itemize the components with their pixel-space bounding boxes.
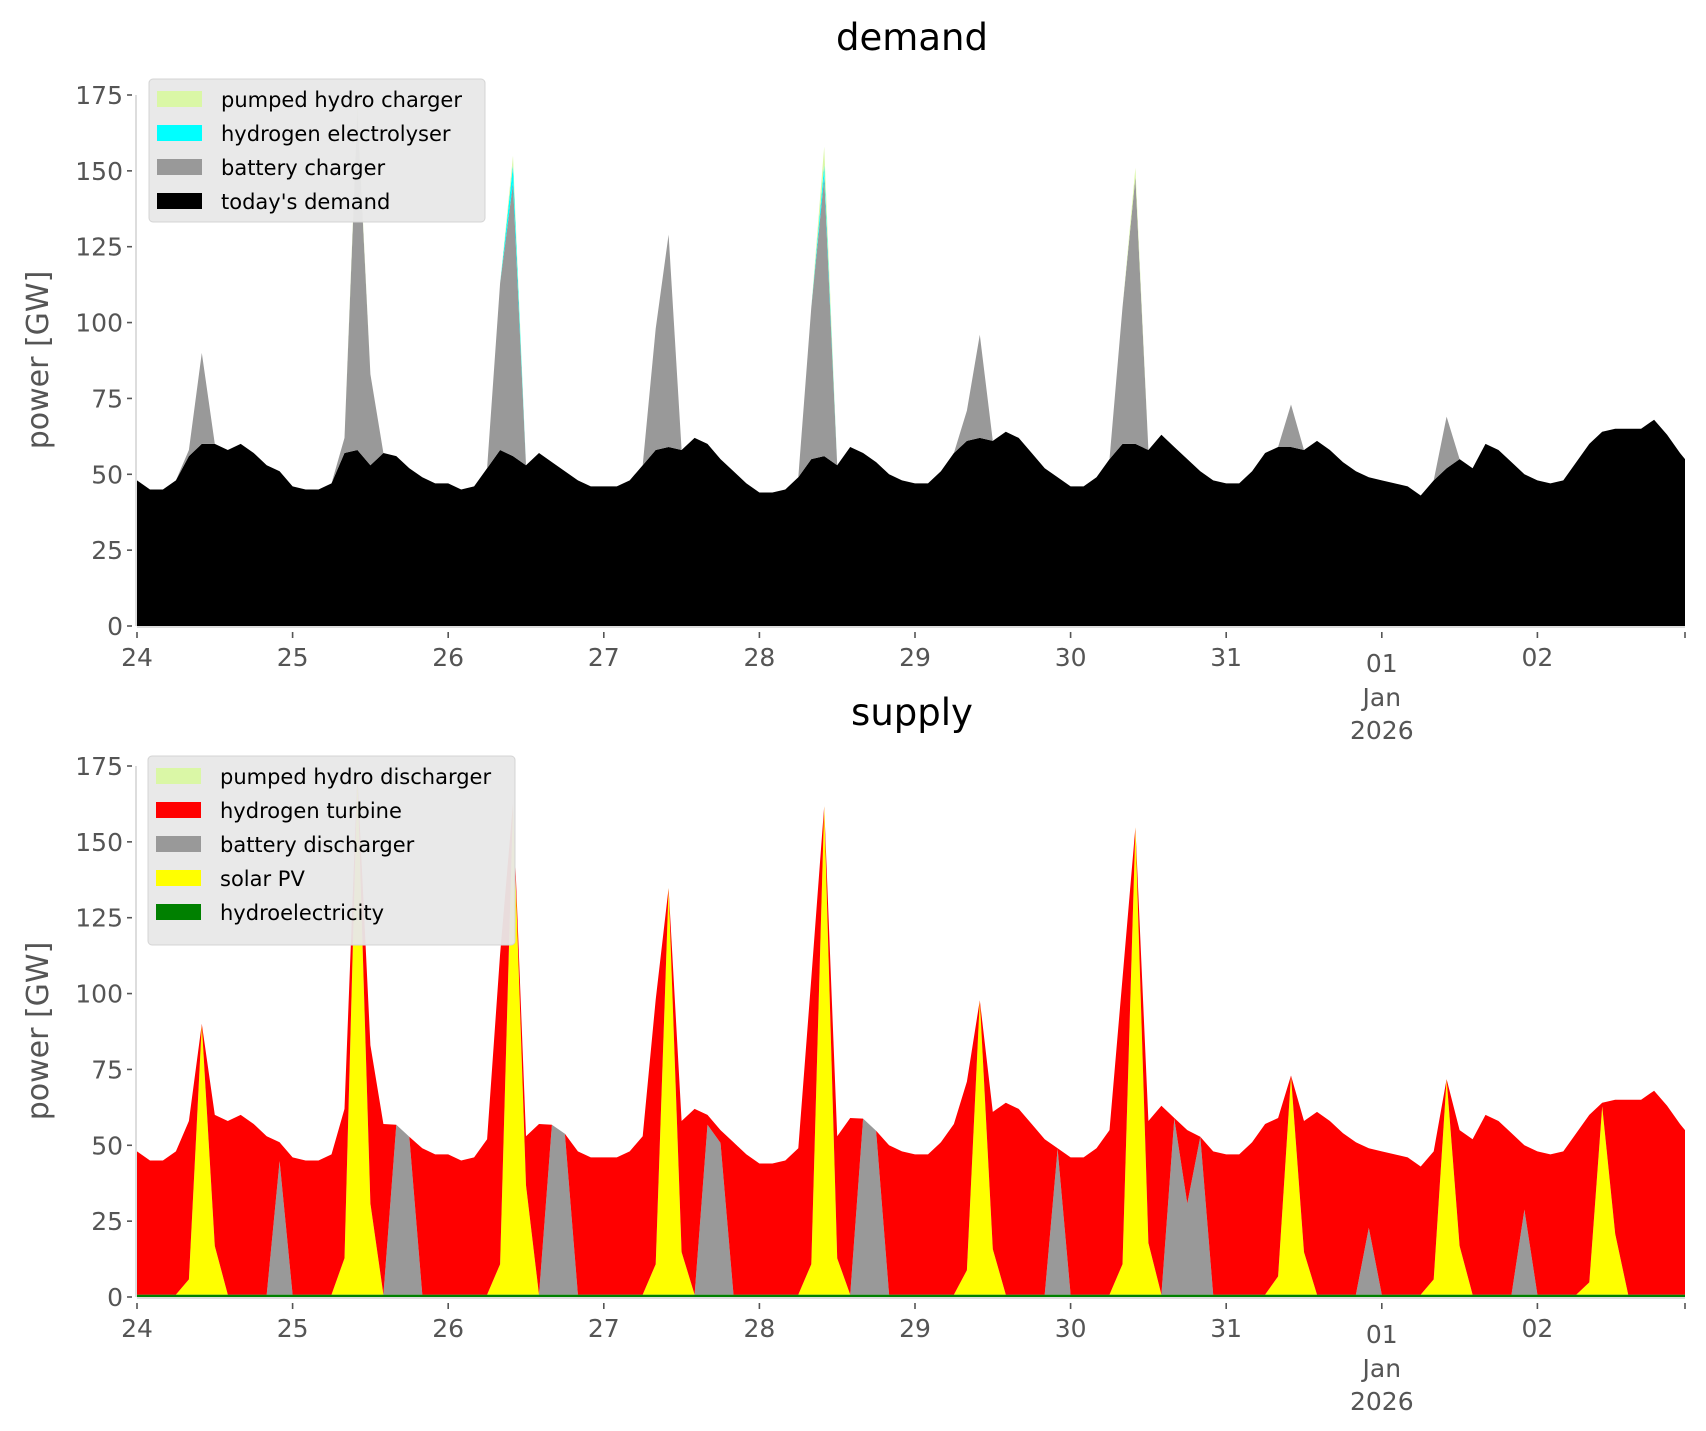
y-tick-label: 175	[75, 81, 123, 110]
legend-box	[148, 78, 486, 223]
y-tick-label: 25	[91, 1207, 123, 1236]
x-tick-label: 25	[277, 1314, 309, 1343]
legend-label-pumped-hydro-charger: pumped hydro charger	[221, 88, 462, 112]
demand-areas	[137, 104, 1685, 626]
x-tick-label: 26	[432, 1314, 464, 1343]
legend-swatch-battery-discharger	[156, 836, 201, 852]
y-tick-label: 150	[75, 828, 123, 857]
y-tick-label: 0	[107, 612, 123, 641]
x-tick-label: 30	[1055, 643, 1087, 672]
y-tick-label: 75	[91, 384, 123, 413]
x-tick-label: 31	[1210, 1314, 1242, 1343]
supply-axes: 0 25 50 75 100 125 150 175 24 25 26 27 28 29 30 31 01 Jan…	[75, 752, 1686, 1416]
legend-swatch-hydrogen-turbine	[156, 802, 201, 818]
legend-label-today-s-demand: today's demand	[221, 190, 390, 214]
x-tick-sublabel: Jan	[1361, 1354, 1402, 1383]
y-tick-label: 125	[75, 233, 123, 262]
x-tick-label: 31	[1210, 643, 1242, 672]
legend-label-hydrogen-turbine: hydrogen turbine	[220, 799, 402, 823]
x-tick-label: 24	[121, 643, 153, 672]
supply-y-axis-label: power [GW]	[21, 942, 56, 1121]
legend-swatch-pumped-hydro-charger	[157, 91, 202, 107]
x-tick-label: 01	[1366, 1320, 1398, 1349]
x-tick-label: 26	[432, 643, 464, 672]
x-tick-label: 25	[277, 643, 309, 672]
y-tick-label: 100	[75, 980, 123, 1009]
legend-swatch-hydrogen-electrolyser	[157, 125, 202, 141]
legend-swatch-pumped-hydro-discharger	[156, 768, 201, 784]
x-tick-label: 29	[899, 1314, 931, 1343]
x-tick-label: 01	[1366, 649, 1398, 678]
x-tick-sublabel: Jan	[1361, 683, 1402, 712]
area-hydrogen-turbine	[137, 775, 1685, 1295]
y-tick-label: 0	[107, 1283, 123, 1312]
supply-title: supply	[851, 691, 973, 734]
demand-panel: demand power [GW] 0 25 50 75 100 125 150 175 24 2…	[21, 16, 1686, 745]
legend-label-battery-discharger: battery discharger	[220, 833, 415, 857]
legend-label-solar-pv: solar PV	[220, 867, 305, 891]
y-tick-label: 175	[75, 752, 123, 781]
x-tick-label: 28	[743, 1314, 775, 1343]
demand-legend: pumped hydro charger hydrogen electrolyse…	[148, 78, 486, 223]
x-tick-label: 27	[588, 1314, 620, 1343]
y-tick-label: 125	[75, 904, 123, 933]
legend-swatch-hydroelectricity	[156, 904, 201, 920]
legend-swatch-battery-charger	[157, 159, 202, 175]
x-tick-sublabel: 2026	[1350, 1387, 1414, 1416]
x-tick-label: 30	[1055, 1314, 1087, 1343]
legend-label-battery-charger: battery charger	[221, 156, 386, 180]
y-tick-label: 25	[91, 536, 123, 565]
y-tick-label: 100	[75, 309, 123, 338]
demand-y-axis-label: power [GW]	[21, 271, 56, 450]
x-tick-label: 27	[588, 643, 620, 672]
legend-swatch-solar-pv	[156, 870, 201, 886]
demand-title: demand	[836, 16, 988, 59]
y-tick-label: 50	[91, 460, 123, 489]
legend-swatch-today-s-demand	[157, 193, 202, 209]
legend-label-hydrogen-electrolyser: hydrogen electrolyser	[221, 122, 451, 146]
y-tick-label: 150	[75, 157, 123, 186]
legend-label-hydroelectricity: hydroelectricity	[220, 901, 384, 925]
x-tick-label: 02	[1521, 1314, 1553, 1343]
y-tick-label: 75	[91, 1055, 123, 1084]
area-today-s-demand	[137, 419, 1685, 626]
x-tick-label: 28	[743, 643, 775, 672]
x-tick-label: 24	[121, 1314, 153, 1343]
legend-box	[147, 755, 516, 946]
supply-panel: supply power [GW] 0 25 50 75 100 125 150 175 24 2…	[21, 691, 1686, 1416]
x-tick-label: 29	[899, 643, 931, 672]
legend-label-pumped-hydro-discharger: pumped hydro discharger	[220, 765, 491, 789]
supply-legend: pumped hydro discharger hydrogen turbine b…	[147, 755, 516, 946]
x-tick-label: 02	[1521, 643, 1553, 672]
y-tick-label: 50	[91, 1131, 123, 1160]
demand-axes: 0 25 50 75 100 125 150 175 24 25 26 27 28 29 30 31 01 Jan…	[75, 81, 1686, 745]
area-solar-pv	[137, 775, 1685, 1295]
x-tick-sublabel: 2026	[1350, 716, 1414, 745]
supply-areas	[137, 775, 1685, 1297]
area-hydroelectricity	[137, 1294, 1685, 1297]
